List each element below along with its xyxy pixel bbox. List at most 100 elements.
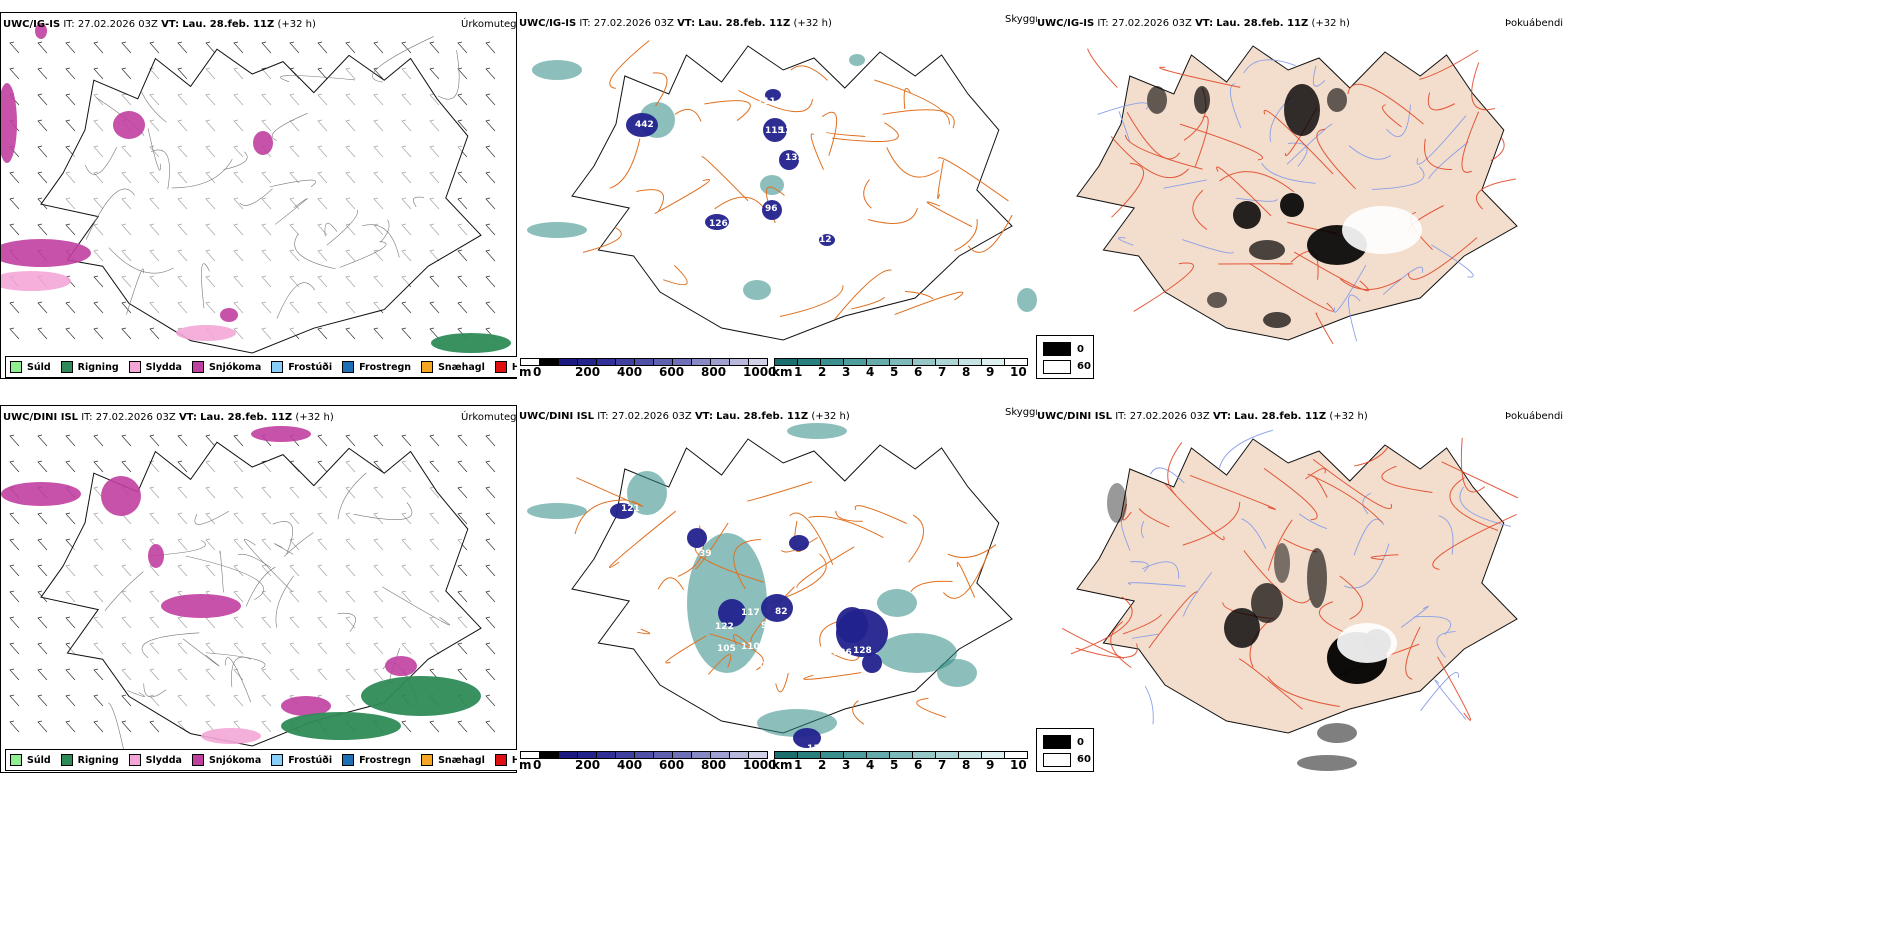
- fog-patch: [1327, 88, 1347, 112]
- cloud-base-value: 297: [617, 523, 636, 533]
- legend-label: Snjókoma: [208, 361, 262, 373]
- wind-barb: [37, 67, 48, 80]
- road-network: [1061, 437, 1519, 721]
- road: [276, 282, 316, 319]
- colorbar-tick: 7: [938, 758, 947, 772]
- road: [636, 189, 664, 212]
- wind-barb: [9, 720, 20, 733]
- cloud-base-value: 117: [741, 608, 760, 618]
- river: [1420, 672, 1459, 711]
- river: [1428, 141, 1469, 180]
- snow-area: [161, 594, 241, 618]
- legend-swatch: [128, 361, 141, 373]
- road: [701, 156, 749, 202]
- river: [1372, 166, 1425, 190]
- cloud-base-value: 442: [635, 120, 654, 130]
- cloud-panel-top: 442 115 12 133 126 96 111 12 15 UWC/IG-IS IT: 27…: [517, 0, 1045, 379]
- wind-barb: [9, 616, 20, 629]
- wind-barb: [457, 197, 468, 210]
- wind-barb: [485, 223, 496, 236]
- cloud-base-value: 173: [871, 676, 890, 686]
- cloud-header-bottom: UWC/DINI ISL IT: 27.02.2026 03Z VT: Lau.…: [519, 411, 850, 422]
- wind-barb: [65, 512, 76, 525]
- wind-barb: [9, 590, 20, 603]
- rain-area: [431, 333, 511, 353]
- wind-barb: [37, 564, 48, 577]
- road: [747, 481, 813, 502]
- colorbar-tick: 1: [794, 758, 803, 772]
- legend-label: Rigning: [77, 361, 119, 373]
- fog-legend-dark-swatch: [1043, 342, 1071, 356]
- low-visibility-area: [1017, 288, 1037, 312]
- road: [337, 612, 356, 632]
- fog-panel-bottom: UWC/DINI ISL IT: 27.02.2026 03Z VT: Lau.…: [1036, 393, 1563, 773]
- road: [1263, 109, 1334, 175]
- wind-barb: [121, 41, 132, 54]
- wind-barb: [205, 434, 216, 447]
- snow-area: [1, 239, 91, 267]
- legend-item-2: Slydda: [128, 754, 182, 766]
- wind-barb: [121, 720, 132, 733]
- wind-barb: [65, 538, 76, 551]
- river: [1298, 513, 1327, 530]
- wind-barb: [177, 460, 188, 473]
- wind-barb: [93, 275, 104, 288]
- road: [835, 510, 863, 522]
- colorbar-tick: 400: [617, 758, 643, 772]
- colorbar-segment: [539, 358, 559, 366]
- road: [1432, 513, 1517, 570]
- road: [239, 188, 273, 206]
- wind-barb: [93, 668, 104, 681]
- wind-barb: [485, 171, 496, 184]
- road: [674, 108, 702, 122]
- road: [1490, 137, 1505, 162]
- wind-barb: [233, 434, 244, 447]
- river: [1163, 179, 1207, 189]
- wind-barb: [37, 327, 48, 340]
- fog-patch: [1233, 201, 1261, 229]
- wind-barb: [457, 275, 468, 288]
- road: [781, 537, 818, 553]
- road: [1471, 62, 1496, 111]
- legend-item-6: Snæhagl: [421, 361, 485, 373]
- legend-swatch: [60, 361, 73, 373]
- road: [1133, 262, 1194, 312]
- wind-barb: [9, 41, 20, 54]
- fog-patch: [1107, 483, 1127, 523]
- road: [947, 544, 997, 558]
- colorbar-tick: 4: [866, 758, 875, 772]
- wind-barb: [9, 694, 20, 707]
- wind-barb: [485, 668, 496, 681]
- road: [201, 263, 210, 309]
- wind-barb: [37, 460, 48, 473]
- road: [244, 538, 293, 592]
- wind-barb: [429, 720, 440, 733]
- colorbar-tick: 600: [659, 365, 685, 379]
- wind-barb: [485, 93, 496, 106]
- snow-area: [220, 308, 238, 322]
- low-visibility-area: [532, 60, 582, 80]
- road: [84, 146, 118, 175]
- wind-barb: [317, 434, 328, 447]
- road: [775, 673, 789, 693]
- fog-patch: [1284, 84, 1320, 136]
- wind-barb: [65, 434, 76, 447]
- river: [1144, 685, 1154, 725]
- low-cloud-base-area: [763, 118, 787, 142]
- wind-barb: [65, 720, 76, 733]
- wind-barb: [37, 642, 48, 655]
- colorbar-segment: [539, 751, 559, 759]
- sleet-area: [176, 325, 236, 341]
- wind-barb: [9, 434, 20, 447]
- road: [1126, 111, 1181, 160]
- road: [582, 226, 622, 253]
- precip-title-top: Úrkomutegund: [461, 19, 536, 30]
- wind-barb: [261, 41, 272, 54]
- road: [695, 522, 729, 570]
- wind-barb: [205, 41, 216, 54]
- cloud-base-value: 15: [732, 233, 745, 243]
- fog-areas: [1107, 483, 1397, 771]
- cloud-base-bar-bottom: m 0 200 400 600 800 1000: [519, 751, 776, 772]
- cloud-base-value: 129: [663, 530, 682, 540]
- river: [1120, 518, 1131, 551]
